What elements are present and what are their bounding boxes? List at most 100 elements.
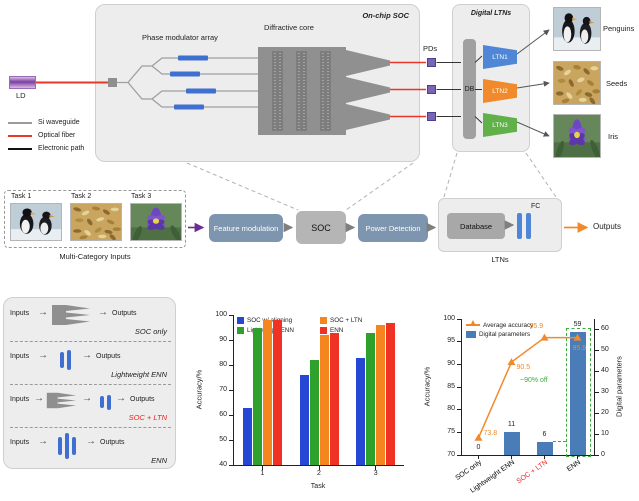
inputs-label: Inputs [10, 310, 30, 317]
x-category-label: SOC + LTN [515, 459, 549, 486]
arch-row-soc-ltn: Inputs → → → Outputs SOC + LTN [4, 384, 177, 427]
legend-item: Average accuracy [466, 320, 533, 329]
fc-layer-icon [517, 213, 522, 239]
task3-label: Task 3 [131, 193, 152, 200]
ld-label: LD [16, 91, 26, 100]
optical-fiber-line-icon [8, 134, 32, 137]
y-tick [229, 314, 234, 316]
y-tick-label-right: 20 [601, 408, 609, 416]
arrow-right-icon: → [116, 393, 126, 404]
task-accuracy-chart: Accuracy/% SOC w/ aligning Lightweight E… [185, 295, 415, 501]
bar-ENN [386, 322, 396, 465]
x-axis-label: Task [310, 483, 326, 490]
outputs-label: Outputs [130, 396, 155, 403]
y-tick-left [457, 363, 462, 365]
inputs-label: Inputs [10, 353, 30, 360]
legend-electronic-path: Electronic path [8, 145, 84, 152]
ltns-caption: LTNs [491, 255, 509, 264]
y-tick-label-left: 85 [447, 382, 455, 390]
outputs-label: Outputs [112, 310, 137, 317]
legend-item: SOC + LTN [320, 317, 362, 324]
y-tick-label-left: 70 [447, 450, 455, 458]
y-axis-label-left: Accuracy/% [422, 366, 432, 407]
bar-SOC-LTN [262, 320, 272, 465]
x-tick [478, 455, 479, 459]
electronic-path-line-icon [8, 147, 32, 150]
y-tick-label: 80 [219, 360, 227, 368]
y-tick-left [457, 454, 462, 456]
onchip-soc-panel: On-chip SOC Phase modulator array Diffra… [95, 4, 420, 162]
y-tick-left [457, 431, 462, 433]
enn-layers-icon [60, 349, 71, 371]
legend-label: Digital parameters [479, 331, 531, 338]
arch-name: SOC only [134, 327, 167, 336]
bar-SOC-w-aligning [242, 407, 252, 465]
legend-label: SOC + LTN [330, 317, 363, 324]
digital-ltns-title: Digital LTNs [470, 10, 512, 17]
task1-label: Task 1 [11, 193, 32, 200]
arch-name: Lightweight ENN [111, 370, 167, 379]
legend-swatch [237, 327, 244, 334]
chart2-plot-area: Average accuracy Digital parameters ~90%… [443, 315, 608, 495]
bar-Lightweight-ENN [309, 360, 319, 465]
ltn3-block: LTN3 [483, 113, 517, 137]
arch-row-soc-only: Inputs → → Outputs SOC only [4, 298, 177, 341]
legend-label: Electronic path [38, 145, 85, 152]
architectures-panel: Inputs → → Outputs SOC only Inputs → → O… [3, 297, 176, 469]
feature-modulation-box: Feature modulation [209, 214, 283, 242]
y-tick [229, 439, 234, 441]
seeds-label: Seeds [606, 79, 628, 88]
fc-label: FC [531, 203, 541, 210]
legend-si-waveguide: Si waveguide [8, 119, 80, 126]
ltn2-block: LTN2 [483, 79, 517, 103]
database-bar: DB [463, 39, 476, 139]
param-bar [569, 331, 586, 455]
soc-box: SOC [296, 211, 346, 244]
x-tick [544, 455, 545, 459]
penguins-label: Penguins [603, 24, 635, 33]
bar-Lightweight-ENN [252, 327, 262, 465]
y-tick-label-right: 40 [601, 366, 609, 374]
soc-core-icon [46, 392, 77, 409]
multi-category-inputs-caption: Multi-Category Inputs [59, 252, 131, 261]
legend-swatch [320, 327, 327, 334]
x-category-label: SOC only [453, 459, 483, 482]
outputs-label: Outputs [96, 353, 121, 360]
legend-swatch [320, 317, 327, 324]
param-bar-value: 11 [507, 420, 516, 428]
arrow-right-icon: → [82, 393, 92, 404]
y-tick-right [594, 454, 599, 456]
ltn-layers-icon [100, 394, 111, 410]
y-tick-label-left: 95 [447, 337, 455, 345]
arrow-right-icon: → [86, 436, 96, 447]
x-tick-label: 1 [260, 470, 265, 477]
iris-label: Iris [608, 132, 618, 141]
param-bar [503, 432, 520, 455]
param-reduction-label: ~90% off [520, 377, 548, 384]
accuracy-value: 90.5 [516, 364, 531, 372]
y-tick-label-right: 0 [601, 450, 605, 458]
y-tick-label-right: 50 [601, 345, 609, 353]
y-tick-label: 90 [219, 335, 227, 343]
bar-SOC-LTN [376, 325, 386, 465]
y-tick-left [457, 341, 462, 343]
database-box: Database [447, 213, 505, 239]
si-waveguide-line-icon [8, 121, 32, 124]
y-tick-label-left: 80 [447, 405, 455, 413]
fc-layer-icon [526, 213, 531, 239]
param-reduction-line [553, 441, 566, 442]
task3-image [130, 203, 182, 241]
y-tick-right [594, 328, 599, 330]
divider [10, 341, 171, 342]
accuracy-value: 95.9 [572, 344, 587, 352]
photodetector [427, 85, 436, 94]
arch-name: SOC + LTN [128, 413, 167, 422]
legend-swatch [237, 317, 244, 324]
arrow-right-icon: → [34, 393, 44, 404]
y-tick [229, 364, 234, 366]
diffractive-core-label: Diffractive core [264, 23, 314, 32]
outputs-label: Outputs [593, 222, 622, 231]
y-tick-label-left: 100 [443, 314, 455, 322]
inputs-label: Inputs [10, 439, 30, 446]
y-tick-right [594, 391, 599, 393]
